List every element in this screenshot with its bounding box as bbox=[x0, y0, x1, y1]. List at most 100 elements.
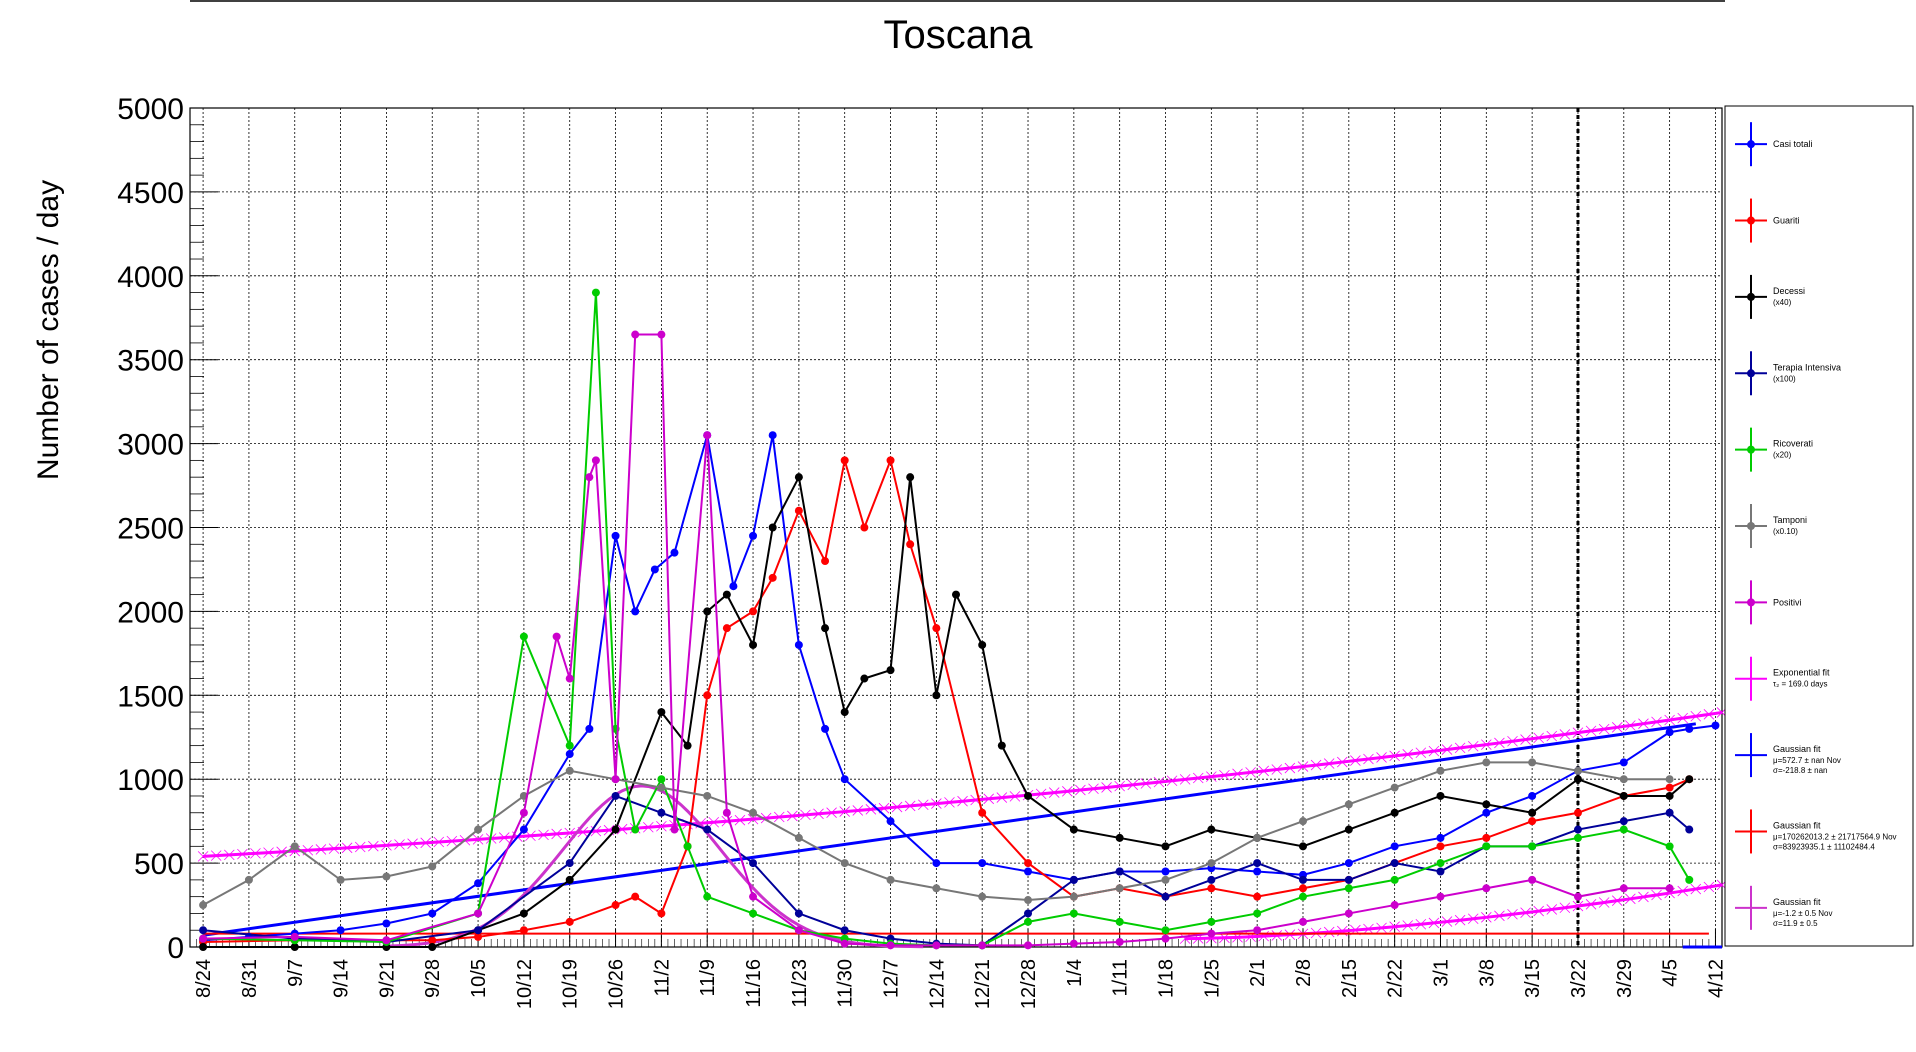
exp-fit-band bbox=[1572, 727, 1584, 738]
tamponi-point bbox=[1619, 775, 1628, 784]
y-tick-label: 4000 bbox=[117, 261, 184, 294]
exp-fit-band bbox=[197, 851, 209, 862]
terapia-point bbox=[1665, 808, 1674, 817]
exp-fit-band bbox=[944, 797, 955, 808]
ricoverati-point bbox=[1253, 909, 1262, 918]
exp-fit-band bbox=[1062, 786, 1073, 797]
positivi-point bbox=[1253, 926, 1262, 935]
guariti-point bbox=[474, 932, 483, 941]
decessi-point bbox=[1436, 791, 1445, 800]
exp-fit-band bbox=[1625, 720, 1636, 731]
ricoverati-point bbox=[749, 909, 758, 918]
casi-point bbox=[1024, 867, 1033, 876]
decessi-point bbox=[932, 691, 941, 700]
exp-fit-band bbox=[800, 809, 811, 821]
exp-fit-band-lower bbox=[1572, 900, 1584, 912]
exp-fit-band bbox=[263, 847, 274, 858]
guariti-point bbox=[840, 456, 849, 465]
casi-point bbox=[1390, 842, 1399, 851]
terapia-point bbox=[1207, 875, 1216, 884]
terapia-point bbox=[1344, 875, 1353, 884]
decessi-point bbox=[199, 943, 208, 951]
legend-label: Ricoverati bbox=[1773, 439, 1813, 449]
positivi-point bbox=[1619, 884, 1628, 893]
exp-fit-band bbox=[1507, 735, 1518, 747]
casi-point bbox=[768, 431, 777, 440]
ricoverati-point bbox=[1207, 917, 1216, 926]
x-tick-label: 9/14 bbox=[331, 959, 353, 998]
terapia-point bbox=[474, 926, 483, 935]
decessi-point bbox=[1685, 775, 1694, 784]
exp-fit-band-lower bbox=[1271, 930, 1283, 941]
x-tick-label: 11/30 bbox=[835, 959, 857, 1008]
ricoverati-point bbox=[1069, 909, 1078, 918]
guariti-point bbox=[611, 901, 620, 910]
casi-point bbox=[932, 859, 941, 868]
tamponi-point bbox=[565, 766, 574, 775]
terapia-point bbox=[657, 808, 666, 817]
positivi-point bbox=[1207, 929, 1216, 938]
ricoverati-point bbox=[565, 741, 574, 750]
ricoverati-point bbox=[1298, 892, 1307, 901]
positivi-point bbox=[1528, 875, 1537, 884]
casi-point bbox=[1665, 728, 1674, 737]
chart-title: Toscana bbox=[884, 13, 1034, 57]
guariti-point bbox=[1207, 884, 1216, 893]
exp-fit-band-lower bbox=[1703, 881, 1715, 893]
positivi-point bbox=[1069, 939, 1078, 948]
legend-sublabel-2: σ=83923935.1 ± 11102484.4 bbox=[1773, 842, 1875, 851]
grid bbox=[190, 108, 1722, 947]
legend-label: Exponential fit bbox=[1773, 668, 1830, 678]
exp-fit-band-lower bbox=[1363, 923, 1374, 935]
tamponi-point bbox=[428, 862, 437, 871]
terapia-point bbox=[1298, 875, 1307, 884]
tamponi-point bbox=[1298, 817, 1307, 826]
exp-fit-band bbox=[1363, 753, 1374, 765]
tamponi-point bbox=[1161, 875, 1170, 884]
positivi-point bbox=[932, 941, 941, 950]
exp-fit-band-lower bbox=[1559, 902, 1571, 914]
ricoverati-point bbox=[1436, 859, 1445, 868]
legend-sublabel: (x0.10) bbox=[1773, 527, 1798, 536]
exp-fit-band bbox=[525, 830, 536, 842]
exp-fit-band bbox=[1703, 709, 1715, 720]
ricoverati-point bbox=[1665, 842, 1674, 851]
x-tick-label: 3/22 bbox=[1568, 959, 1590, 998]
tamponi-point bbox=[1115, 884, 1124, 893]
exp-fit-band bbox=[1219, 769, 1230, 781]
terapia-point bbox=[1685, 825, 1694, 834]
tamponi-point bbox=[1344, 800, 1353, 809]
y-tick-label: 2500 bbox=[117, 513, 184, 546]
exp-fit-band bbox=[747, 813, 759, 825]
decessi-point bbox=[840, 708, 849, 717]
casi-point bbox=[565, 750, 574, 759]
legend-sublabel: τ₂ = 169.0 days bbox=[1773, 680, 1828, 689]
casi-point bbox=[1711, 721, 1720, 730]
exp-fit-band bbox=[1075, 784, 1086, 796]
exp-fit-band bbox=[708, 816, 720, 828]
exp-fit-band-lower bbox=[1389, 921, 1400, 932]
exp-fit-band bbox=[813, 808, 824, 820]
exp-fit-band bbox=[1297, 761, 1309, 772]
tamponi-point bbox=[657, 783, 666, 792]
decessi-point bbox=[860, 674, 869, 683]
terapia-point bbox=[1024, 909, 1033, 918]
legend-label: Gaussian fit bbox=[1773, 744, 1821, 754]
exp-fit-band-lower bbox=[1441, 916, 1453, 927]
legend-label: Terapia Intensiva bbox=[1773, 362, 1841, 372]
exp-fit-band bbox=[1454, 742, 1466, 754]
terapia-point bbox=[611, 791, 620, 800]
decessi-point bbox=[978, 640, 987, 649]
exp-fit-band bbox=[276, 846, 287, 858]
exp-fit-band bbox=[787, 810, 798, 822]
decessi-point bbox=[428, 943, 437, 951]
exp-fit-band-lower bbox=[1625, 893, 1636, 905]
casi-point bbox=[749, 531, 758, 540]
exp-fit-band bbox=[1127, 779, 1139, 791]
exp-fit-band-lower bbox=[1638, 891, 1649, 903]
exp-fit-band bbox=[1101, 782, 1112, 793]
terapia-point bbox=[1253, 859, 1262, 868]
exp-fit-band bbox=[1009, 791, 1021, 802]
exp-fit-band bbox=[931, 798, 942, 809]
